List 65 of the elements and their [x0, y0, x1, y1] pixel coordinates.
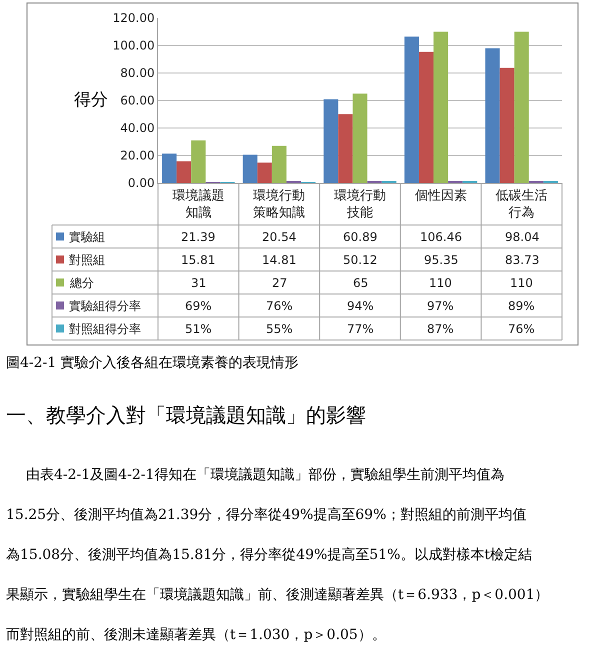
bar — [162, 154, 177, 183]
text: 由表4-2-1及圖4-2-1得知在「環境議題知識」部份，實驗組學生前測平均值為 — [26, 467, 504, 483]
bar — [352, 94, 368, 183]
legend-label: 實驗組 — [69, 230, 105, 244]
data-label: 69% — [185, 299, 212, 313]
data-label: 83.73 — [505, 253, 540, 267]
y-tick-label: 80.00 — [120, 66, 155, 80]
bar — [434, 32, 448, 183]
bar — [257, 162, 272, 183]
bar — [500, 68, 514, 183]
data-label: 55% — [266, 322, 293, 336]
data-label: 60.89 — [343, 230, 378, 244]
legend-label: 對照組得分率 — [69, 322, 141, 336]
x-tick-label: 低碳生活行為 — [496, 188, 548, 220]
text: 15.25分、後測平均值為21.39分，得分率從49%提高至69%；對照組的前測平均值 — [6, 507, 526, 523]
data-label: 98.04 — [505, 230, 540, 244]
data-label: 95.35 — [424, 253, 458, 267]
bar — [324, 99, 338, 183]
data-label: 76% — [266, 299, 293, 313]
y-tick-label: 0.00 — [128, 176, 155, 190]
data-label: 94% — [347, 299, 374, 313]
data-label: 110 — [510, 276, 533, 290]
bar — [338, 114, 353, 183]
bar — [191, 140, 206, 183]
data-label: 77% — [347, 322, 374, 336]
data-label: 76% — [508, 322, 535, 336]
bar — [176, 161, 192, 183]
data-label: 21.39 — [181, 230, 216, 244]
data-label: 89% — [508, 299, 535, 313]
data-label: 51% — [185, 322, 212, 336]
data-label: 87% — [427, 322, 454, 336]
x-tick-label: 環境行動技能 — [334, 188, 386, 220]
x-tick-label: 個性因素 — [414, 188, 467, 204]
text: 而對照組的前、後測未達顯著差異（t＝1.030，p＞0.05）。 — [6, 627, 386, 643]
bar — [418, 52, 434, 183]
bar — [514, 32, 529, 183]
text: 圖4-2-1 實驗介入後各組在環境素養的表現情形 — [6, 355, 299, 371]
data-label: 97% — [427, 299, 454, 313]
bar — [485, 48, 500, 183]
x-tick-label: 環境議題知識 — [172, 188, 224, 220]
data-label: 31 — [191, 276, 206, 290]
legend-label: 實驗組得分率 — [69, 299, 141, 313]
data-label: 50.12 — [343, 253, 378, 267]
data-label: 15.81 — [181, 253, 216, 267]
data-label: 106.46 — [420, 230, 462, 244]
legend-label: 總分 — [69, 276, 94, 290]
bar — [242, 154, 258, 183]
y-tick-label: 40.00 — [120, 121, 155, 136]
text: 果顯示，實驗組學生在「環境議題知識」前、後測達顯著差異（t＝6.933，p＜0.001） — [6, 587, 549, 603]
data-label: 27 — [272, 276, 288, 290]
bar — [272, 146, 286, 183]
bar — [404, 36, 419, 183]
text: 為15.08分、後測平均值為15.81分，得分率從49%提高至51%。以成對樣本t檢定結 — [6, 547, 532, 563]
data-label: 20.54 — [262, 230, 296, 244]
data-label: 65 — [353, 276, 368, 290]
data-label: 110 — [429, 276, 452, 290]
y-tick-label: 60.00 — [120, 94, 155, 108]
data-label: 14.81 — [262, 253, 296, 267]
y-axis-title: 得分 — [74, 90, 108, 110]
y-tick-label: 120.00 — [112, 11, 155, 26]
y-tick-label: 20.00 — [120, 148, 155, 163]
x-tick-label: 環境行動策略知識 — [253, 188, 306, 220]
y-tick-label: 100.00 — [112, 38, 155, 53]
legend-label: 對照組 — [69, 253, 105, 267]
text: 一、教學介入對「環境議題知識」的影響 — [6, 403, 366, 427]
